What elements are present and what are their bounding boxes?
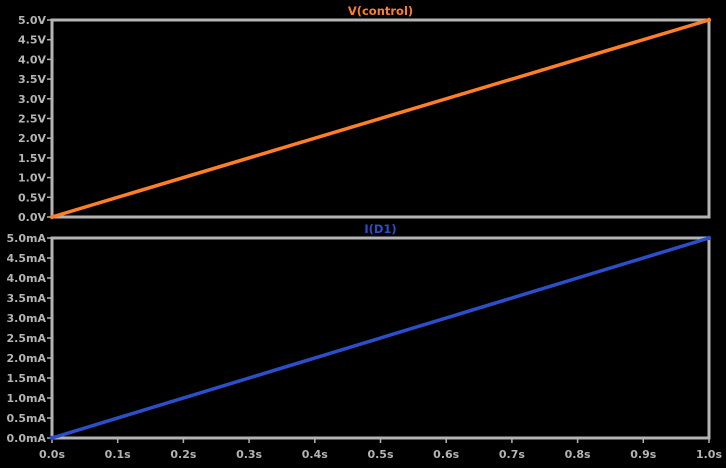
y-tick-label: 0.5mA xyxy=(7,412,47,425)
x-tick-label: 0.8s xyxy=(565,448,591,461)
x-tick-label: 1.0s xyxy=(696,448,722,461)
y-tick-label: 5.0V xyxy=(18,14,46,27)
x-tick-label: 0.9s xyxy=(630,448,656,461)
series-line xyxy=(50,18,711,219)
data-point xyxy=(49,435,55,441)
pane-title: V(control) xyxy=(348,4,413,18)
x-tick-label: 0.5s xyxy=(367,448,393,461)
y-tick-label: 2.0mA xyxy=(7,352,47,365)
y-tick-label: 0.5V xyxy=(18,191,46,204)
data-point xyxy=(706,17,712,23)
x-tick-label: 0.4s xyxy=(302,448,328,461)
y-tick-label: 2.5mA xyxy=(7,332,47,345)
y-tick-label: 4.5mA xyxy=(7,252,47,265)
y-tick-label: 3.0mA xyxy=(7,312,47,325)
y-tick-label: 4.0V xyxy=(18,53,46,66)
x-tick-label: 0.7s xyxy=(499,448,525,461)
x-tick-label: 0.1s xyxy=(105,448,131,461)
data-point xyxy=(706,235,712,241)
pane-title: I(D1) xyxy=(364,222,396,236)
x-tick-label: 0.6s xyxy=(433,448,459,461)
data-point xyxy=(49,214,55,220)
x-tick-label: 0.2s xyxy=(170,448,196,461)
y-tick-label: 4.5V xyxy=(18,34,46,47)
y-tick-label: 4.0mA xyxy=(7,272,47,285)
y-tick-label: 3.0V xyxy=(18,93,46,106)
y-tick-label: 2.0V xyxy=(18,132,46,145)
y-tick-label: 1.0V xyxy=(18,172,46,185)
y-tick-label: 0.0V xyxy=(18,211,46,224)
y-tick-label: 5.0mA xyxy=(7,232,47,245)
y-tick-label: 0.0mA xyxy=(7,432,47,445)
y-tick-label: 1.5mA xyxy=(7,372,47,385)
y-tick-label: 1.5V xyxy=(18,152,46,165)
x-tick-label: 0.3s xyxy=(236,448,262,461)
series-line xyxy=(50,236,711,440)
y-tick-label: 2.5V xyxy=(18,113,46,126)
y-tick-label: 1.0mA xyxy=(7,392,47,405)
x-tick-label: 0.0s xyxy=(39,448,65,461)
y-tick-label: 3.5V xyxy=(18,73,46,86)
y-tick-label: 3.5mA xyxy=(7,292,47,305)
